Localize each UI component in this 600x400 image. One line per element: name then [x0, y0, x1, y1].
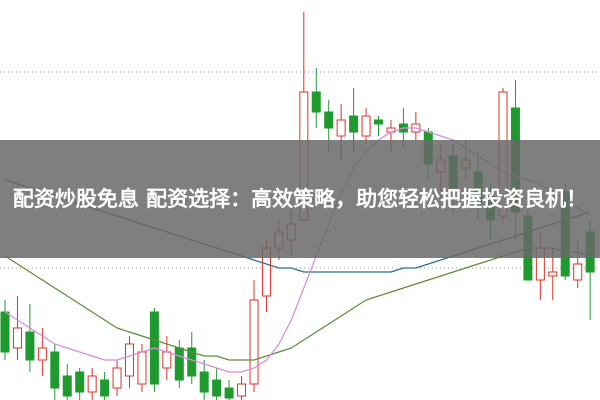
candle-body: [361, 115, 371, 137]
moving-average: [4, 247, 591, 361]
candle-body: [75, 371, 85, 393]
candle-body: [311, 91, 321, 113]
candle-body: [548, 271, 558, 277]
candle-body: [112, 367, 122, 389]
candle-body: [349, 115, 359, 133]
candle-body: [573, 263, 583, 281]
candle-body: [62, 375, 72, 397]
chart-title: 配资炒股免息 配资选择：高效策略，助您轻松把握投资良机！: [12, 187, 588, 211]
candle-body: [237, 383, 247, 397]
candle-body: [162, 351, 172, 369]
candle-body: [87, 375, 97, 393]
candle-body: [324, 111, 334, 129]
candle-body: [125, 343, 134, 377]
candle-body: [37, 347, 47, 361]
candle-body: [199, 371, 209, 393]
candle-body: [249, 299, 259, 385]
candle-body: [50, 351, 60, 389]
candle-body: [212, 379, 222, 397]
candle-body: [0, 311, 10, 353]
candle-body: [25, 331, 35, 361]
candle-body: [100, 379, 110, 397]
candle-body: [137, 351, 147, 385]
candle-body: [12, 327, 22, 349]
candle-body: [174, 347, 184, 381]
candle-body: [187, 347, 197, 377]
candle-body: [224, 387, 234, 399]
candle-body: [336, 119, 346, 137]
candle-body: [374, 119, 383, 125]
banner: 配资炒股免息 配资选择：高效策略，助您轻松把握投资良机！: [0, 140, 600, 258]
